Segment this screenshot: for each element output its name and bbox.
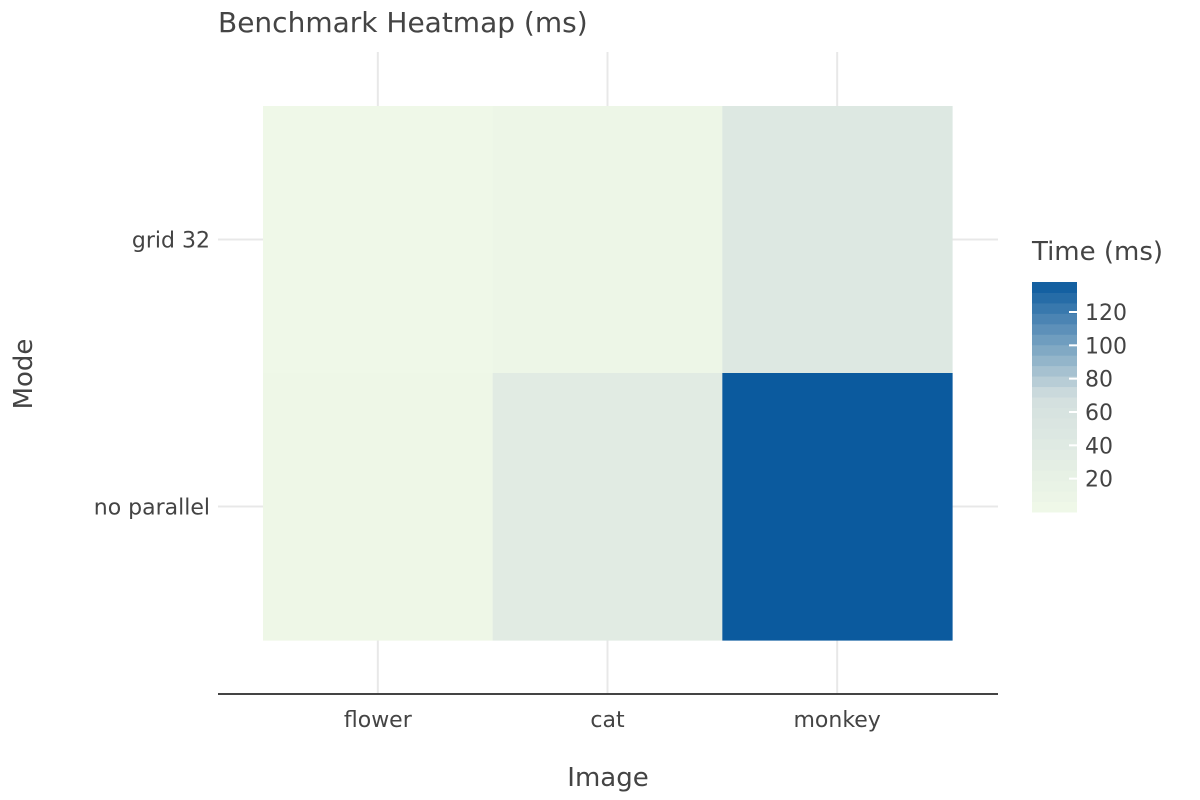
heatmap-cell — [492, 106, 723, 374]
colorbar-tick-label: 100 — [1085, 334, 1127, 359]
colorbar-step — [1032, 334, 1077, 346]
colorbar-step — [1032, 292, 1077, 304]
colorbar-gradient — [1032, 282, 1077, 513]
y-axis-title: Mode — [9, 339, 39, 410]
colorbar-step — [1032, 302, 1077, 314]
y-tick-label: grid 32 — [132, 229, 210, 254]
colorbar-step — [1032, 282, 1077, 293]
colorbar-title: Time (ms) — [1031, 237, 1163, 267]
x-tick-label: cat — [590, 708, 625, 733]
colorbar-step — [1032, 376, 1077, 388]
colorbar-step — [1032, 365, 1077, 377]
colorbar-step — [1032, 501, 1077, 513]
colorbar-step — [1032, 449, 1077, 461]
colorbar-step — [1032, 344, 1077, 356]
colorbar-tick-label: 80 — [1085, 368, 1113, 393]
colorbar-step — [1032, 470, 1077, 482]
heatmap-cell — [263, 106, 494, 374]
x-tick-label: flower — [344, 708, 413, 733]
colorbar-step — [1032, 491, 1077, 503]
x-axis-title: Image — [567, 763, 648, 793]
colorbar-step — [1032, 313, 1077, 325]
colorbar-tick-label: 40 — [1085, 434, 1113, 459]
colorbar-step — [1032, 323, 1077, 335]
x-tick-labels: flower cat monkey — [344, 708, 881, 733]
colorbar-tick-label: 60 — [1085, 401, 1113, 426]
colorbar-step — [1032, 459, 1077, 471]
x-tick-label: monkey — [793, 708, 880, 733]
colorbar-step — [1032, 428, 1077, 440]
colorbar-step — [1032, 407, 1077, 419]
y-tick-labels: grid 32 no parallel — [94, 229, 210, 521]
colorbar-ticks: 20 40 60 80 100 120 — [1069, 301, 1127, 493]
colorbar-step — [1032, 397, 1077, 408]
colorbar-step — [1032, 417, 1077, 429]
colorbar-step — [1032, 355, 1077, 367]
chart-title: Benchmark Heatmap (ms) — [218, 6, 588, 39]
heatmap-cell — [492, 373, 723, 641]
colorbar: Time (ms) 20 40 60 80 100 120 — [1031, 237, 1163, 513]
heatmap-cell — [722, 373, 953, 641]
colorbar-step — [1032, 438, 1077, 450]
heatmap-cells — [263, 106, 953, 641]
heatmap-cell — [263, 373, 494, 641]
colorbar-step — [1032, 386, 1077, 398]
colorbar-tick-label: 120 — [1085, 301, 1127, 326]
heatmap-cell — [722, 106, 953, 374]
y-tick-label: no parallel — [94, 496, 210, 521]
colorbar-tick-label: 20 — [1085, 468, 1113, 493]
colorbar-step — [1032, 480, 1077, 492]
